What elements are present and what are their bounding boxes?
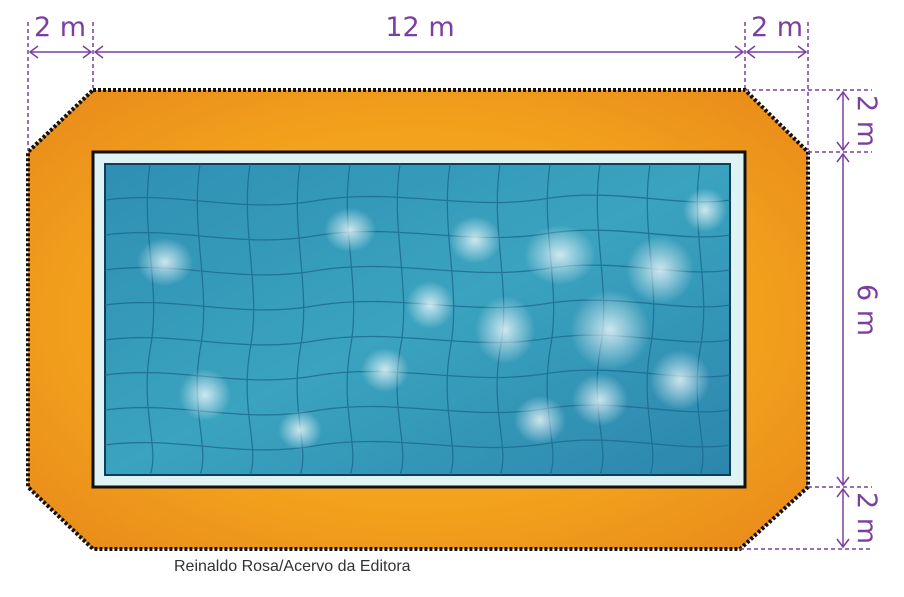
dimension-lines [27,22,872,550]
image-credit: Reinaldo Rosa/Acervo da Editora [174,558,411,575]
dim-label-pool-length: 12 m [385,12,454,43]
dim-label-pool-width: 6 m [851,284,882,336]
dim-label-right-top-border: 2 m [851,95,882,147]
water-reflections [137,188,727,450]
dim-label-top-right-border: 2 m [751,12,803,43]
dim-label-top-left-border: 2 m [34,12,86,43]
dim-label-right-bottom-border: 2 m [851,492,882,544]
